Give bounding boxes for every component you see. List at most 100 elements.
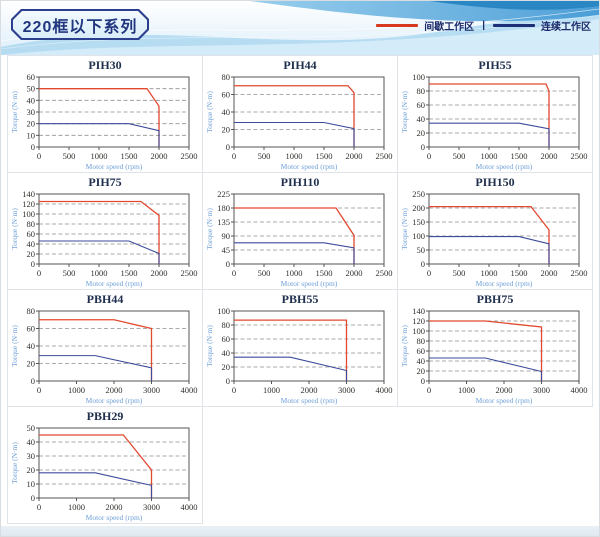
series-line-continuous	[39, 355, 153, 381]
y-tick-label: 90	[222, 231, 231, 241]
y-axis-label: Torque (N·m)	[10, 91, 19, 133]
x-tick-label: 500	[258, 151, 271, 161]
x-axis-label: Motor speed (rpm)	[86, 279, 143, 288]
series-line-intermittent	[429, 205, 550, 264]
plot-border	[233, 310, 385, 382]
y-tick-label: 120	[22, 199, 35, 209]
empty-cell	[398, 407, 593, 524]
series-line-continuous	[429, 357, 543, 381]
chart-cell-PIH55: PIH55 0 500 1000 1500 2000 2500 0 20 40 60 80 100 Mot…	[398, 56, 593, 173]
x-tick-label: 2000	[106, 385, 123, 395]
chart-plot-PBH29: 0 1000 2000 3000 4000 0 10 20 30 40 50 Motor speed …	[10, 424, 198, 522]
y-tick-label: 40	[27, 239, 36, 249]
x-tick-label: 1000	[458, 385, 475, 395]
chart-cell-PIH30: PIH30 0 500 1000 1500 2000 2500 0 10 20 30 40 50 60 Mo…	[8, 56, 203, 173]
x-tick-label: 0	[427, 151, 431, 161]
y-tick-label: 100	[412, 231, 425, 241]
chart-cell-PIH75: PIH75 0 500 1000 1500 2000 2500 0 20 40 60 80 100 120…	[8, 173, 203, 290]
x-tick-label: 2000	[541, 151, 558, 161]
y-tick-label: 40	[222, 107, 231, 117]
y-tick-label: 30	[27, 451, 36, 461]
series-line-intermittent	[234, 319, 348, 381]
series-line-continuous	[234, 356, 348, 381]
x-tick-label: 2500	[181, 268, 198, 278]
chart-cell-PIH110: PIH110 0 500 1000 1500 2000 2500 0 45 90 135 180 225…	[203, 173, 398, 290]
x-tick-label: 0	[37, 502, 41, 512]
y-axis-label: Torque (N·m)	[10, 325, 19, 367]
y-tick-label: 40	[27, 341, 36, 351]
y-tick-label: 80	[222, 320, 231, 330]
y-tick-label: 60	[222, 90, 231, 100]
x-tick-label: 0	[427, 268, 431, 278]
y-tick-label: 100	[412, 73, 425, 82]
chart-title: PBH44	[86, 292, 124, 306]
x-tick-label: 2000	[151, 268, 168, 278]
charts-grid: PIH30 0 500 1000 1500 2000 2500 0 10 20 30 40 50 60 Mo…	[7, 55, 593, 524]
chart-title: PIH75	[88, 175, 122, 189]
y-tick-label: 40	[222, 348, 231, 358]
header-banner: 220框以下系列 间歇工作区 | 连续工作区	[1, 1, 599, 55]
y-tick-label: 20	[27, 359, 36, 369]
series-line-intermittent	[39, 200, 160, 264]
x-tick-label: 1000	[91, 151, 108, 161]
x-tick-label: 2000	[106, 502, 123, 512]
x-tick-label: 3000	[338, 385, 355, 395]
y-tick-label: 20	[417, 128, 426, 138]
y-tick-label: 60	[27, 324, 36, 334]
chart-plot-PIH110: 0 500 1000 1500 2000 2500 0 45 90 135 180 225 Motor …	[205, 190, 393, 288]
legend-separator: |	[482, 20, 485, 31]
y-tick-label: 150	[412, 217, 425, 227]
y-tick-label: 60	[417, 100, 426, 110]
chart-plot-PIH44: 0 500 1000 1500 2000 2500 0 20 40 60 80 Motor speed…	[205, 73, 393, 171]
x-axis-label: Motor speed (rpm)	[86, 513, 143, 522]
x-axis-label: Motor speed (rpm)	[476, 162, 533, 171]
x-tick-label: 500	[258, 268, 271, 278]
y-tick-label: 20	[222, 362, 231, 372]
x-axis-label: Motor speed (rpm)	[476, 279, 533, 288]
x-axis-label: Motor speed (rpm)	[86, 396, 143, 405]
x-tick-label: 4000	[181, 385, 198, 395]
x-axis-label: Motor speed (rpm)	[281, 162, 338, 171]
x-tick-label: 0	[232, 268, 236, 278]
x-tick-label: 2000	[151, 151, 168, 161]
series-line-intermittent	[39, 434, 153, 498]
x-axis-label: Motor speed (rpm)	[476, 396, 533, 405]
legend: 间歇工作区 | 连续工作区	[376, 18, 591, 33]
series-line-continuous	[429, 236, 550, 264]
footer-strip	[1, 526, 599, 536]
x-tick-label: 2000	[346, 268, 363, 278]
series-line-continuous	[39, 123, 160, 147]
y-tick-label: 225	[217, 190, 230, 199]
x-tick-label: 1000	[68, 385, 85, 395]
series-line-intermittent	[429, 320, 543, 381]
series-title-box: 220框以下系列	[11, 9, 149, 40]
x-tick-label: 4000	[376, 385, 393, 395]
chart-title: PBH55	[281, 292, 319, 306]
x-axis-label: Motor speed (rpm)	[281, 396, 338, 405]
chart-cell-PBH55: PBH55 0 1000 2000 3000 4000 0 20 40 60 80 100 Motor …	[203, 290, 398, 407]
x-tick-label: 2500	[571, 151, 588, 161]
series-line-intermittent	[234, 85, 355, 147]
y-tick-label: 250	[412, 190, 425, 199]
empty-cell	[203, 407, 398, 524]
x-tick-label: 0	[232, 151, 236, 161]
y-tick-label: 40	[417, 114, 426, 124]
y-tick-label: 20	[27, 465, 36, 475]
x-tick-label: 1000	[91, 268, 108, 278]
chart-plot-PIH55: 0 500 1000 1500 2000 2500 0 20 40 60 80 100 Motor sp…	[400, 73, 588, 171]
series-line-intermittent	[429, 83, 550, 147]
y-tick-label: 80	[417, 86, 426, 96]
chart-title: PIH110	[280, 175, 320, 189]
series-line-continuous	[39, 240, 160, 264]
y-tick-label: 120	[412, 316, 425, 326]
x-tick-label: 3000	[143, 502, 160, 512]
legend-continuous-label: 连续工作区	[541, 22, 591, 33]
plot-border	[428, 76, 580, 148]
x-tick-label: 1000	[481, 151, 498, 161]
x-tick-label: 0	[37, 268, 41, 278]
series-line-continuous	[234, 242, 355, 264]
y-tick-label: 200	[412, 203, 425, 213]
